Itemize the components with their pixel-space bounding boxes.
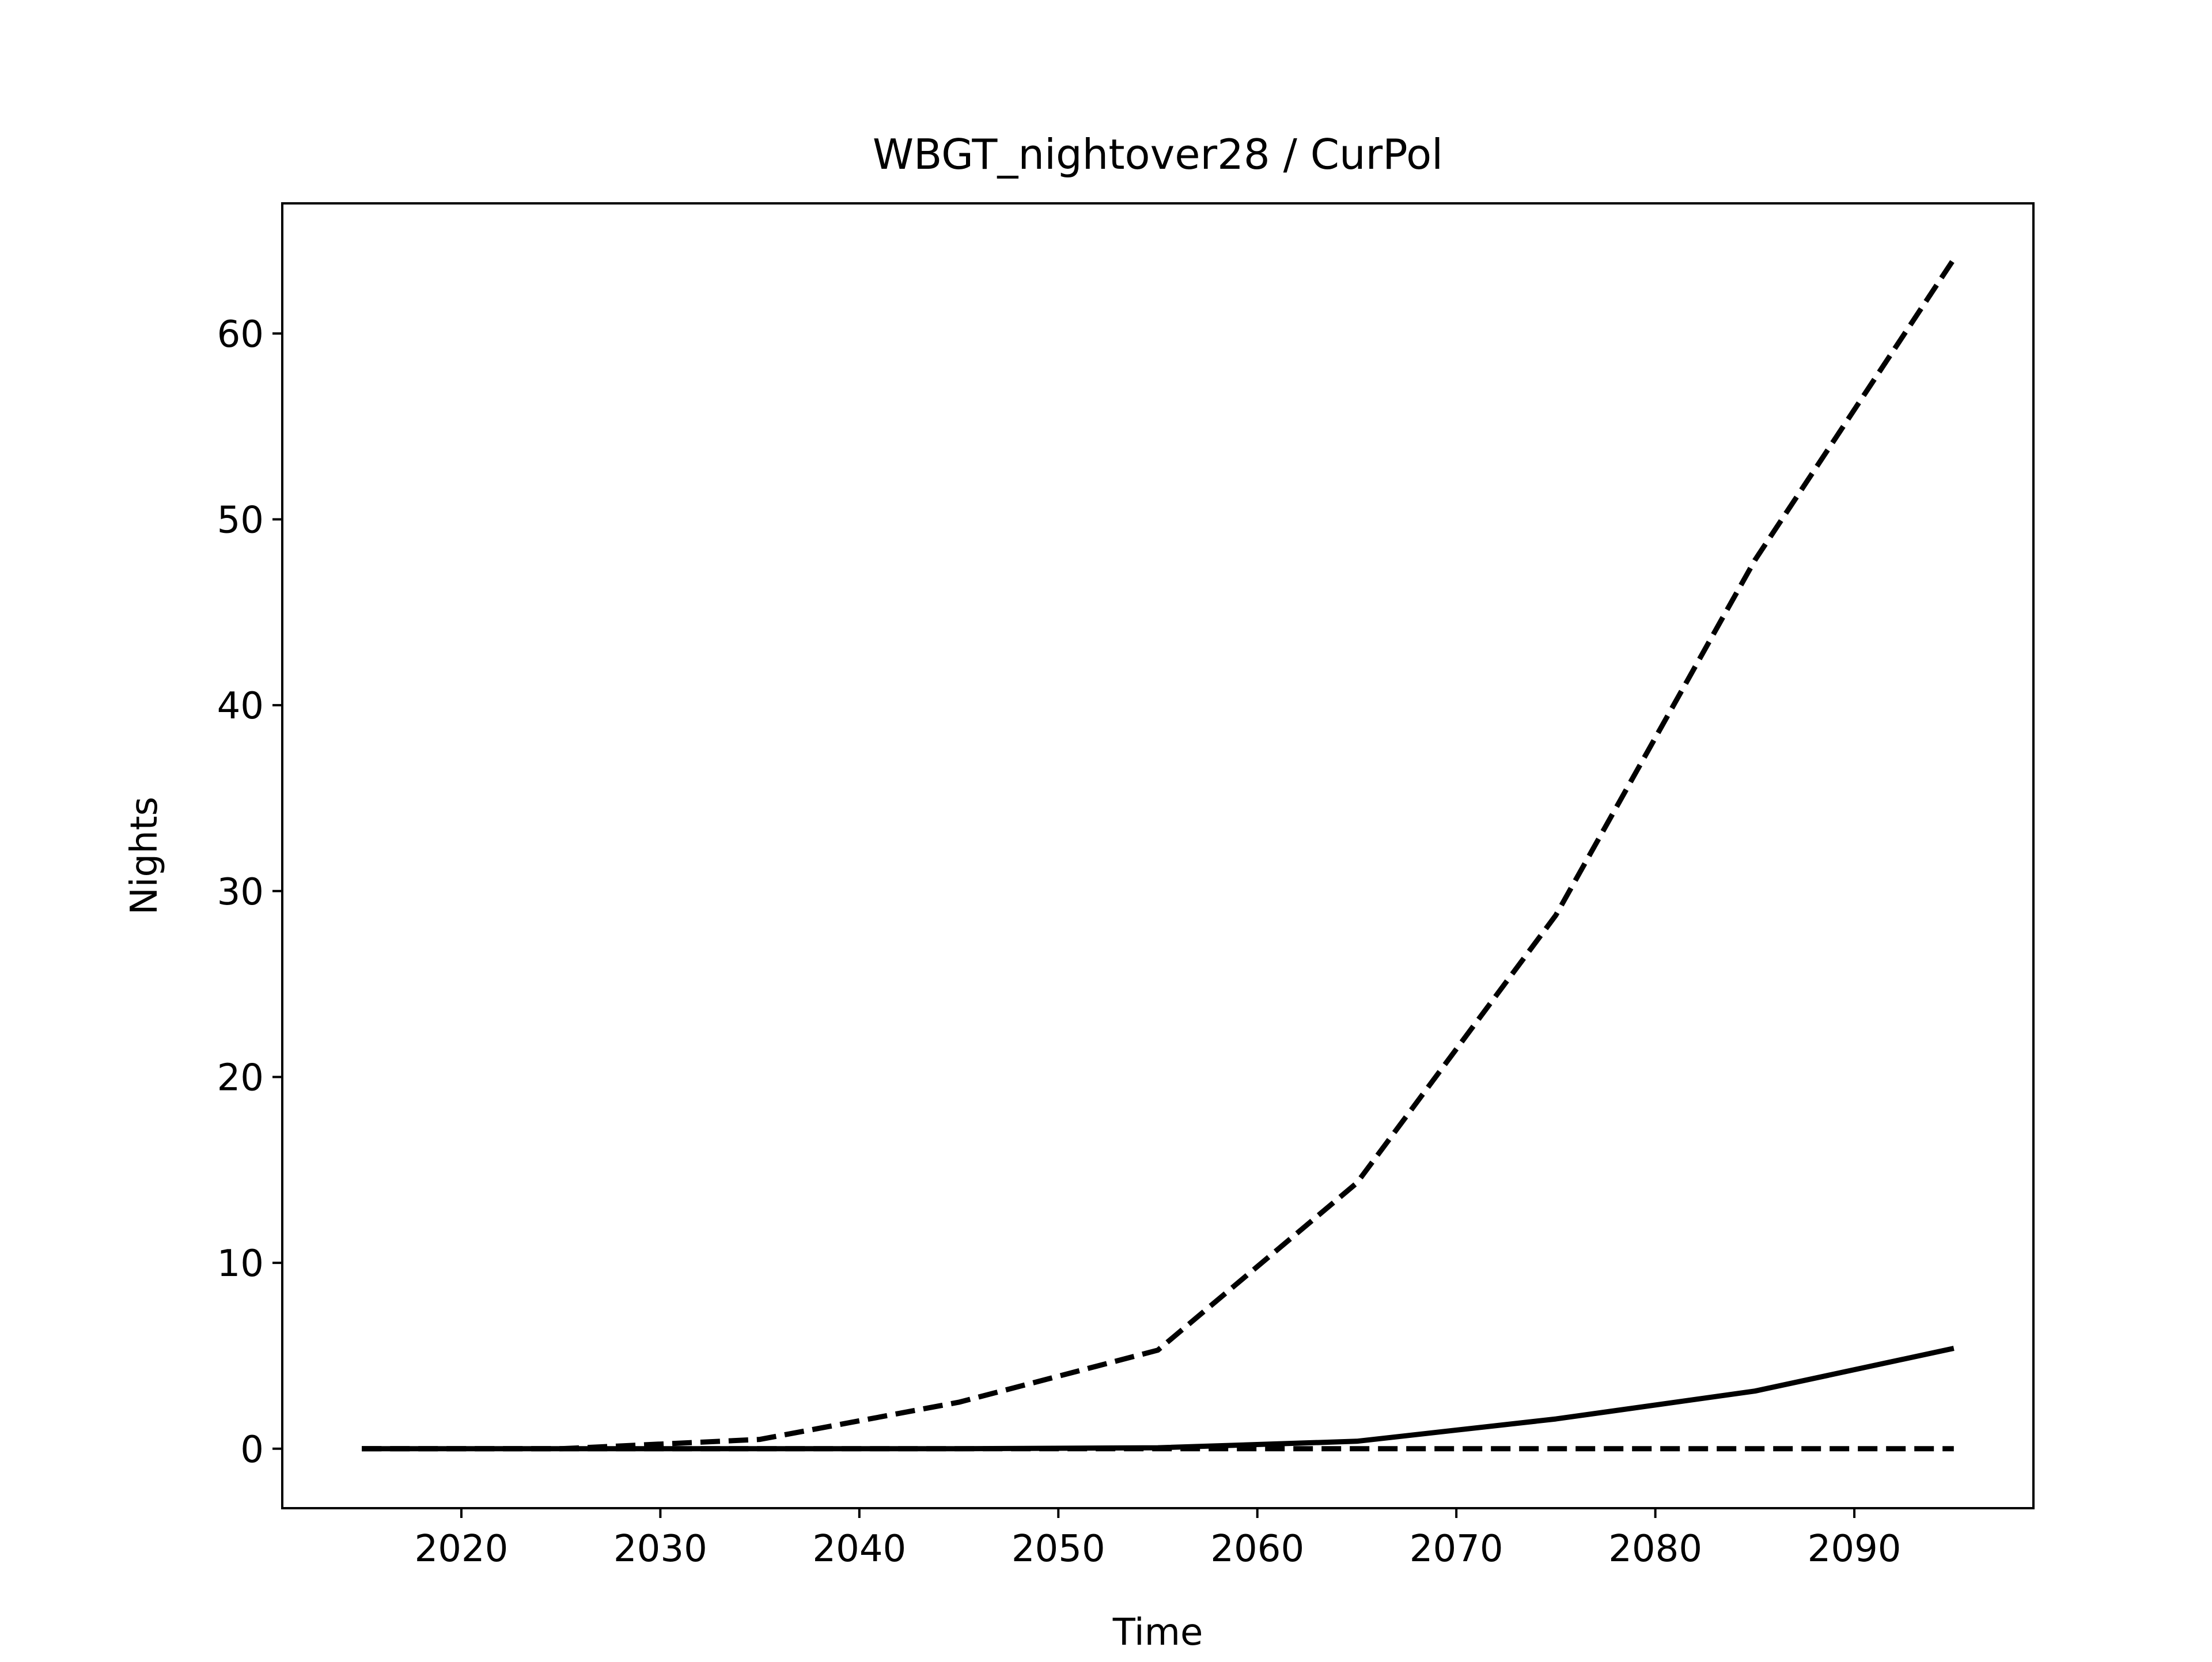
chart-title: WBGT_nightover28 / CurPol xyxy=(873,130,1443,179)
series-line-2 xyxy=(362,258,1956,1452)
x-tick-label: 2020 xyxy=(414,1528,508,1570)
x-tick-label: 2090 xyxy=(1808,1528,1902,1570)
x-tick-label: 2030 xyxy=(613,1528,707,1570)
x-tick-label: 2080 xyxy=(1608,1528,1702,1570)
y-tick-label: 30 xyxy=(217,871,264,914)
y-tick-label: 60 xyxy=(217,313,264,356)
plot-frame xyxy=(281,202,2035,1509)
x-axis-label: Time xyxy=(1112,1611,1203,1654)
ticks-group: 2020 2030 2040 2050 2060 2070 2080 209001020304… xyxy=(217,313,1902,1570)
y-tick-label: 40 xyxy=(217,685,264,728)
y-tick-label: 50 xyxy=(217,499,264,542)
x-tick-label: 2070 xyxy=(1410,1528,1503,1570)
x-tick-label: 2040 xyxy=(812,1528,906,1570)
x-tick-label: 2060 xyxy=(1210,1528,1304,1570)
y-tick-label: 20 xyxy=(217,1057,264,1099)
x-tick-label: 2050 xyxy=(1012,1528,1105,1570)
y-axis-label: Nights xyxy=(123,797,166,915)
series-group xyxy=(362,258,1956,1452)
y-tick-label: 10 xyxy=(217,1243,264,1285)
y-tick-label: 0 xyxy=(240,1429,264,1471)
